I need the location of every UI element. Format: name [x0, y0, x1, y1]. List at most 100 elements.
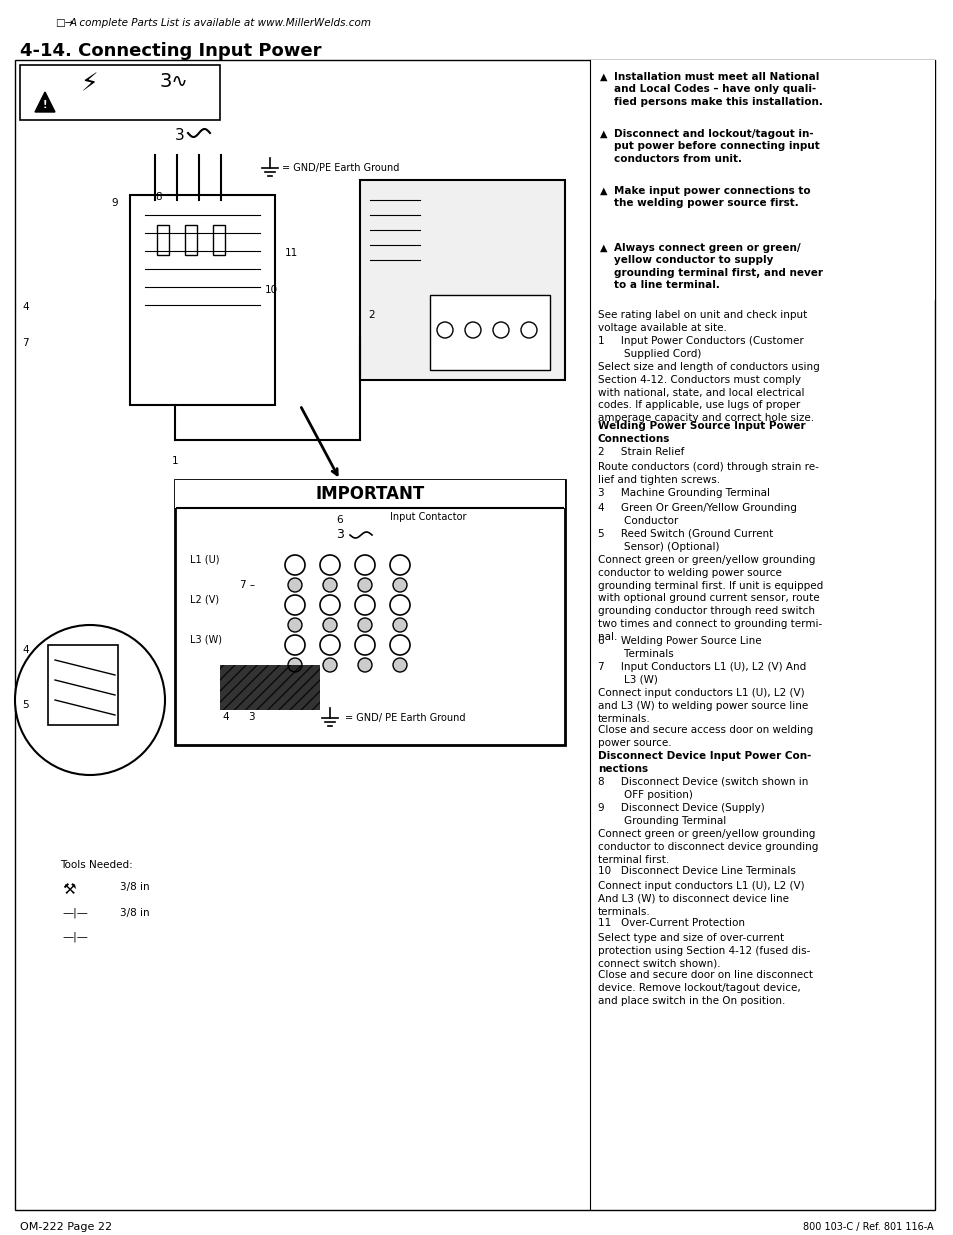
- Text: —|—: —|—: [62, 932, 88, 942]
- Text: 3∿: 3∿: [160, 72, 189, 91]
- Text: Connect green or green/yellow grounding
conductor to welding power source
ground: Connect green or green/yellow grounding …: [598, 555, 822, 642]
- Bar: [157, 225, 169, 254]
- Bar: [213, 225, 225, 254]
- Text: 3: 3: [335, 529, 344, 541]
- Circle shape: [493, 322, 509, 338]
- Text: ▲: ▲: [599, 72, 607, 82]
- Circle shape: [520, 322, 537, 338]
- Text: Installation must meet all National
and Local Codes – have only quali-
fied pers: Installation must meet all National and …: [614, 72, 822, 106]
- Text: L2 (V): L2 (V): [190, 595, 219, 605]
- Circle shape: [319, 555, 339, 576]
- Text: 10: 10: [265, 285, 278, 295]
- Text: = GND/ PE Earth Ground: = GND/ PE Earth Ground: [345, 713, 465, 722]
- Text: OM-222 Page 22: OM-222 Page 22: [20, 1221, 112, 1233]
- Text: Select size and length of conductors using
Section 4-12. Conductors must comply
: Select size and length of conductors usi…: [598, 362, 819, 424]
- Text: 11   Over-Current Protection: 11 Over-Current Protection: [598, 918, 744, 927]
- Text: = GND/PE Earth Ground: = GND/PE Earth Ground: [282, 163, 399, 173]
- Text: 3/8 in: 3/8 in: [120, 908, 150, 918]
- Text: 6: 6: [336, 515, 343, 525]
- Circle shape: [288, 658, 302, 672]
- Bar: [130, 195, 274, 405]
- Circle shape: [390, 555, 410, 576]
- Text: 4: 4: [222, 713, 229, 722]
- Text: ⚡: ⚡: [81, 72, 99, 96]
- Bar: [48, 645, 118, 725]
- Circle shape: [319, 635, 339, 655]
- Text: 4: 4: [22, 645, 29, 655]
- Circle shape: [390, 635, 410, 655]
- Text: 3: 3: [174, 128, 185, 143]
- Text: L1 (U): L1 (U): [190, 555, 219, 564]
- Text: Disconnect and lockout/tagout in-
put power before connecting input
conductors f: Disconnect and lockout/tagout in- put po…: [614, 128, 819, 164]
- Circle shape: [390, 595, 410, 615]
- Circle shape: [393, 618, 407, 632]
- Circle shape: [357, 658, 372, 672]
- Text: Select type and size of over-current
protection using Section 4-12 (fused dis-
c: Select type and size of over-current pro…: [598, 932, 809, 968]
- Bar: [220, 664, 319, 710]
- Text: 4: 4: [22, 303, 29, 312]
- Text: ▲: ▲: [599, 186, 607, 196]
- Circle shape: [393, 658, 407, 672]
- Text: 2: 2: [368, 310, 375, 320]
- Circle shape: [355, 595, 375, 615]
- Circle shape: [464, 322, 480, 338]
- Bar: [430, 295, 550, 370]
- Text: 7 –: 7 –: [240, 580, 254, 590]
- Text: L3 (W): L3 (W): [190, 635, 222, 645]
- Circle shape: [285, 635, 305, 655]
- Text: 3     Machine Grounding Terminal: 3 Machine Grounding Terminal: [598, 488, 769, 498]
- Circle shape: [288, 578, 302, 592]
- Text: IMPORTANT: IMPORTANT: [315, 485, 424, 503]
- Circle shape: [355, 555, 375, 576]
- Text: 11: 11: [285, 248, 298, 258]
- Text: 4-14. Connecting Input Power: 4-14. Connecting Input Power: [20, 42, 321, 61]
- Text: 8: 8: [154, 191, 161, 203]
- Text: 2     Strain Relief: 2 Strain Relief: [598, 447, 683, 457]
- Text: 10   Disconnect Device Line Terminals: 10 Disconnect Device Line Terminals: [598, 866, 795, 876]
- Text: 7     Input Conductors L1 (U), L2 (V) And
        L3 (W): 7 Input Conductors L1 (U), L2 (V) And L3…: [598, 662, 805, 684]
- Text: —|—: —|—: [62, 908, 88, 919]
- Text: □→: □→: [55, 19, 73, 28]
- Text: Tools Needed:: Tools Needed:: [60, 860, 132, 869]
- Text: ▲: ▲: [599, 128, 607, 140]
- Circle shape: [357, 618, 372, 632]
- Circle shape: [323, 618, 336, 632]
- Bar: [185, 225, 196, 254]
- Text: 3/8 in: 3/8 in: [120, 882, 150, 892]
- Circle shape: [355, 635, 375, 655]
- Bar: [359, 180, 564, 380]
- Text: !: !: [43, 100, 48, 110]
- Text: Disconnect Device Input Power Con-
nections: Disconnect Device Input Power Con- necti…: [598, 751, 810, 774]
- Text: Always connect green or green/
yellow conductor to supply
grounding terminal fir: Always connect green or green/ yellow co…: [614, 243, 822, 290]
- Circle shape: [288, 618, 302, 632]
- Circle shape: [15, 625, 165, 776]
- Text: ⚒: ⚒: [62, 882, 75, 897]
- Text: Route conductors (cord) through strain re-
lief and tighten screws.: Route conductors (cord) through strain r…: [598, 462, 818, 485]
- Text: Make input power connections to
the welding power source first.: Make input power connections to the weld…: [614, 186, 810, 209]
- Text: 8     Disconnect Device (switch shown in
        OFF position): 8 Disconnect Device (switch shown in OFF…: [598, 777, 807, 800]
- Circle shape: [393, 578, 407, 592]
- Text: 5: 5: [22, 700, 29, 710]
- Text: 6     Welding Power Source Line
        Terminals: 6 Welding Power Source Line Terminals: [598, 636, 760, 658]
- Circle shape: [436, 322, 453, 338]
- Text: 1     Input Power Conductors (Customer
        Supplied Cord): 1 Input Power Conductors (Customer Suppl…: [598, 336, 803, 359]
- Text: 5     Reed Switch (Ground Current
        Sensor) (Optional): 5 Reed Switch (Ground Current Sensor) (O…: [598, 529, 773, 552]
- Bar: [589, 61, 934, 300]
- Circle shape: [323, 578, 336, 592]
- Text: Connect input conductors L1 (U), L2 (V)
and L3 (W) to welding power source line
: Connect input conductors L1 (U), L2 (V) …: [598, 688, 807, 724]
- Text: Close and secure door on line disconnect
device. Remove lockout/tagout device,
a: Close and secure door on line disconnect…: [598, 969, 812, 1005]
- Bar: [20, 65, 220, 120]
- Text: See rating label on unit and check input
voltage available at site.: See rating label on unit and check input…: [598, 310, 806, 332]
- Bar: [174, 480, 564, 745]
- Polygon shape: [35, 91, 55, 112]
- Circle shape: [319, 595, 339, 615]
- Text: A complete Parts List is available at www.MillerWelds.com: A complete Parts List is available at ww…: [70, 19, 372, 28]
- Text: 7: 7: [22, 338, 29, 348]
- Text: 9: 9: [112, 198, 118, 207]
- Circle shape: [357, 578, 372, 592]
- Circle shape: [285, 595, 305, 615]
- Text: Input Contactor: Input Contactor: [390, 513, 466, 522]
- Bar: [174, 480, 564, 508]
- Circle shape: [323, 658, 336, 672]
- Text: ▲: ▲: [599, 243, 607, 253]
